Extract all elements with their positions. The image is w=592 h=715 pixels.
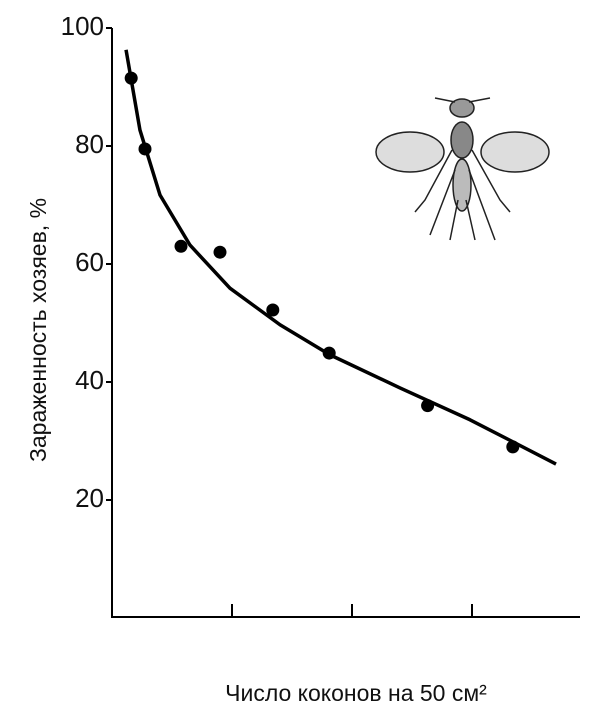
x-axis-label: Число коконов на 50 см² <box>225 680 487 706</box>
y-tick-label: 80 <box>75 129 104 159</box>
data-point <box>174 239 188 253</box>
y-tick-label: 60 <box>75 247 104 277</box>
y-tick-label: 20 <box>75 483 104 513</box>
data-point <box>138 142 152 156</box>
data-point <box>266 303 280 317</box>
fit-curve <box>124 49 557 466</box>
data-point <box>322 346 336 360</box>
data-point <box>124 71 138 85</box>
data-point <box>506 440 520 454</box>
y-axis-label: Зараженность хозяев, % <box>25 198 51 462</box>
data-point <box>213 245 227 259</box>
data-point <box>421 399 435 413</box>
y-tick-label: 40 <box>75 365 104 395</box>
y-tick-label: 100 <box>61 11 104 41</box>
insect-illustration <box>375 97 550 241</box>
